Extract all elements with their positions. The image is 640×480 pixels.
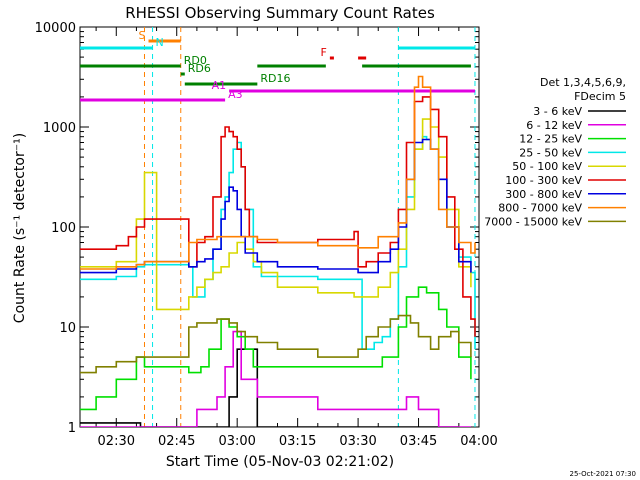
legend-entry-label: 50 - 100 keV	[512, 160, 582, 173]
series-line	[80, 138, 472, 274]
footer-timestamp: 25-Oct-2021 07:30	[570, 470, 636, 478]
state-bar-label: A1	[212, 79, 227, 92]
state-bar-label: S	[139, 29, 146, 42]
series-line	[80, 118, 472, 311]
y-axis-label: Count Rate (s⁻¹ detector⁻¹)	[12, 133, 28, 323]
y-axis-label-group: Count Rate (s⁻¹ detector⁻¹)	[12, 133, 28, 323]
legend-entry-label: 800 - 7000 keV	[498, 202, 582, 215]
legend-entry-label: 100 - 300 keV	[505, 174, 582, 187]
state-bar-label: F	[321, 46, 327, 59]
legend-entry-label: 3 - 6 keV	[533, 105, 582, 118]
legend-entry-label: 7000 - 15000 keV	[484, 215, 582, 228]
x-tick-label: 02:45	[158, 434, 195, 449]
plot-area: 1 10 100 1000 10000 02:30 02:45 03:00 03:15 03:30…	[35, 21, 498, 449]
state-bar-label: RD16	[260, 72, 290, 85]
state-bar-label: RD6	[188, 62, 211, 75]
state-bar-label: RD0	[184, 54, 207, 67]
series-line	[80, 286, 472, 411]
legend-title: Det 1,3,4,5,6,9,	[540, 76, 626, 89]
state-bar-label: A3	[228, 88, 243, 101]
y-tick-label: 100	[51, 221, 76, 236]
x-tick-label: 04:00	[460, 434, 497, 449]
y-tick-label: 1	[68, 421, 76, 436]
series-line	[80, 314, 472, 374]
x-tick-label: 02:30	[98, 434, 135, 449]
x-tick-label: 03:15	[279, 434, 316, 449]
legend-entry-label: 300 - 800 keV	[505, 188, 582, 201]
series-group	[80, 75, 476, 427]
x-tick-label: 03:30	[339, 434, 376, 449]
y-tick-label: 1000	[43, 121, 76, 136]
legend-title: FDecim 5	[574, 90, 626, 103]
x-tick-label: 03:00	[218, 434, 255, 449]
legend-entry-label: 12 - 25 keV	[519, 133, 582, 146]
y-tick-label: 10000	[35, 21, 76, 36]
chart-title: RHESSI Observing Summary Count Rates	[125, 4, 435, 22]
legend-entry-label: 6 - 12 keV	[526, 119, 582, 132]
series-line	[80, 75, 476, 270]
y-tick-label: 10	[59, 321, 76, 336]
series-line	[80, 330, 471, 427]
x-tick-label: 03:45	[400, 434, 437, 449]
x-axis-label: Start Time (05-Nov-03 02:21:02)	[166, 454, 394, 470]
state-bar-label: N	[156, 36, 164, 49]
legend-entry-label: 25 - 50 keV	[519, 146, 582, 159]
